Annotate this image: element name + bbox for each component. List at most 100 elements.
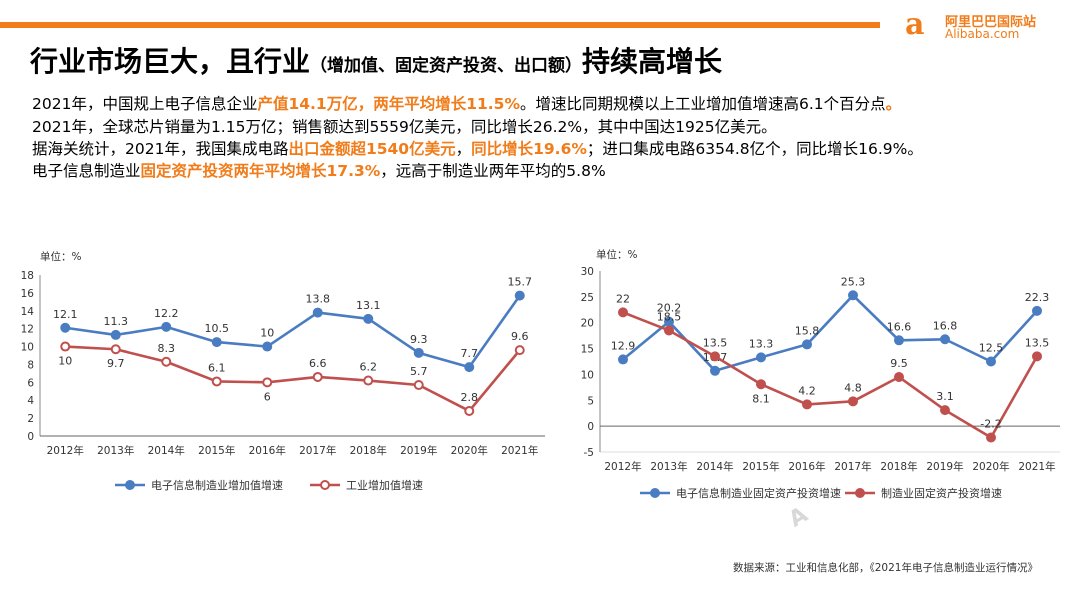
x-tick-label: 2021年 <box>501 444 538 457</box>
y-tick-label: 2 <box>27 413 34 425</box>
data-label-s1: 10 <box>260 327 274 340</box>
title-paren: （增加值、固定资产投资、出口额） <box>310 56 583 76</box>
data-point-s1 <box>848 290 858 301</box>
data-point-s1 <box>312 307 323 318</box>
y-tick-label: 6 <box>27 377 34 389</box>
data-label-s2: 10 <box>58 355 72 368</box>
data-label-s1: 13.1 <box>356 299 381 312</box>
y-tick-label: 0 <box>27 431 34 443</box>
data-point-s1 <box>413 347 424 358</box>
data-point-s2 <box>110 344 121 355</box>
data-label-s1: 9.3 <box>410 333 428 346</box>
data-point-s2 <box>894 372 904 383</box>
alibaba-logo[interactable]: a 阿里巴巴国际站 Alibaba.com <box>905 8 1075 42</box>
x-tick-label: 2014年 <box>148 444 185 457</box>
y-tick-label: 25 <box>581 292 594 304</box>
para3-highlight-a: 出口金额超1540亿美元 <box>288 140 456 158</box>
data-point-s2 <box>664 325 674 336</box>
data-label-s1: 13.8 <box>306 293 331 306</box>
data-label-s2: 8.3 <box>158 342 176 355</box>
data-point-s1 <box>110 329 121 340</box>
data-label-s1: 16.6 <box>887 320 912 333</box>
y-tick-label: 10 <box>581 369 594 381</box>
data-point-s1 <box>161 321 172 332</box>
series-line-1 <box>622 294 1038 373</box>
para3-text-b: ， <box>455 140 472 158</box>
data-source-note: 数据来源：工业和信息化部，《2021年电子信息制造业运行情况》 <box>733 562 1038 574</box>
para3-highlight-b: 同比增长19.6% <box>471 140 587 158</box>
data-point-s1 <box>986 356 996 367</box>
series-line-2 <box>65 345 521 413</box>
paragraph-2: 2021年，全球芯片销量为1.15万亿；销售额达到5559亿美元，同比增长26.… <box>32 117 777 137</box>
data-label-s2: 6.2 <box>360 361 378 374</box>
data-point-s2 <box>262 377 273 388</box>
x-tick-label: 2013年 <box>650 460 687 473</box>
data-point-s1 <box>710 365 720 376</box>
x-tick-label: 2018年 <box>350 444 387 457</box>
data-point-s2 <box>60 341 71 352</box>
data-point-s2 <box>514 345 525 356</box>
data-label-s2: 22 <box>616 292 630 305</box>
data-label-s2: 2.8 <box>461 391 479 404</box>
x-tick-label: 2019年 <box>400 444 437 457</box>
data-point-s1 <box>211 337 222 348</box>
title-main: 行业市场巨大，且行业 <box>30 45 311 78</box>
para1-text-b: 。增速比同期规模以上工业增加值增速高6.1个百分点 <box>519 95 886 113</box>
legend-label-1: 电子信息制造业增加值增速 <box>151 478 283 492</box>
y-tick-label: 14 <box>21 306 35 318</box>
y-tick-label: 5 <box>587 395 594 407</box>
unit-label: 单位：% <box>596 248 637 261</box>
data-label-s2: -2.2 <box>980 418 1001 431</box>
x-tick-label: 2020年 <box>451 444 488 457</box>
x-tick-label: 2018年 <box>880 460 917 473</box>
data-point-s1 <box>940 334 950 345</box>
data-label-s2: 9.7 <box>107 357 125 370</box>
data-point-s1 <box>464 362 475 373</box>
data-label-s2: 13.5 <box>1025 336 1050 349</box>
y-tick-label: 4 <box>27 395 34 407</box>
data-point-s2 <box>710 351 720 362</box>
legend-marker-1 <box>650 488 660 498</box>
data-point-s1 <box>756 352 766 363</box>
data-label-s1: 12.5 <box>979 342 1004 355</box>
data-label-s2: 5.7 <box>410 365 428 378</box>
y-tick-label: 30 <box>581 266 594 278</box>
data-label-s1: 7.7 <box>461 347 479 360</box>
legend-label-1: 电子信息制造业固定资产投资增速 <box>676 486 841 500</box>
data-point-s2 <box>940 405 950 416</box>
data-point-s2 <box>413 380 424 391</box>
legend-label-2: 制造业固定资产投资增速 <box>881 486 1002 500</box>
paragraph-3: 据海关统计，2021年，我国集成电路出口金额超1540亿美元，同比增长19.6%… <box>32 139 923 159</box>
data-point-s1 <box>262 341 273 352</box>
y-tick-label: 18 <box>21 270 34 282</box>
x-tick-label: 2016年 <box>788 460 825 473</box>
x-tick-label: 2017年 <box>299 444 336 457</box>
data-label-s2: 6.6 <box>309 357 327 370</box>
data-point-s2 <box>848 396 858 407</box>
para4-text-a: 电子信息制造业 <box>32 162 141 180</box>
data-point-s1 <box>363 313 374 324</box>
top-accent-bar <box>0 22 880 28</box>
data-point-s1 <box>514 290 525 301</box>
chart-value-added-growth: 单位：% 0 2 4 6 8 10 12 14 16 18 2012年 2013年 2014年 2015年 2… <box>21 250 545 492</box>
x-tick-label: 2012年 <box>47 444 84 457</box>
para1-highlight-b: 。 <box>885 95 902 113</box>
data-point-s2 <box>618 307 628 318</box>
data-label-s2: 3.1 <box>936 390 954 403</box>
para1-text-a: 2021年，中国规上电子信息企业 <box>32 95 258 113</box>
data-label-s1: 22.3 <box>1025 291 1050 304</box>
data-point-s1 <box>1032 305 1042 316</box>
para2-text: 2021年，全球芯片销量为1.15万亿；销售额达到5559亿美元，同比增长26.… <box>32 118 777 136</box>
paragraph-1: 2021年，中国规上电子信息企业产值14.1万亿，两年平均增长11.5%。增速比… <box>32 94 901 114</box>
legend-label-2: 工业增加值增速 <box>346 478 423 492</box>
para3-text-c: ；进口集成电路6354.8亿个，同比增长16.9%。 <box>586 140 923 158</box>
data-point-s1 <box>60 322 71 333</box>
data-label-s2: 4.2 <box>798 384 816 397</box>
data-label-s1: 20.2 <box>657 302 682 315</box>
data-label-s2: 9.6 <box>511 330 529 343</box>
data-label-s2: 13.5 <box>703 336 728 349</box>
y-tick-label: 15 <box>581 344 594 356</box>
y-tick-label: 16 <box>21 288 35 300</box>
data-label-s2: 4.8 <box>844 381 862 394</box>
y-tick-label: 10 <box>21 342 34 354</box>
